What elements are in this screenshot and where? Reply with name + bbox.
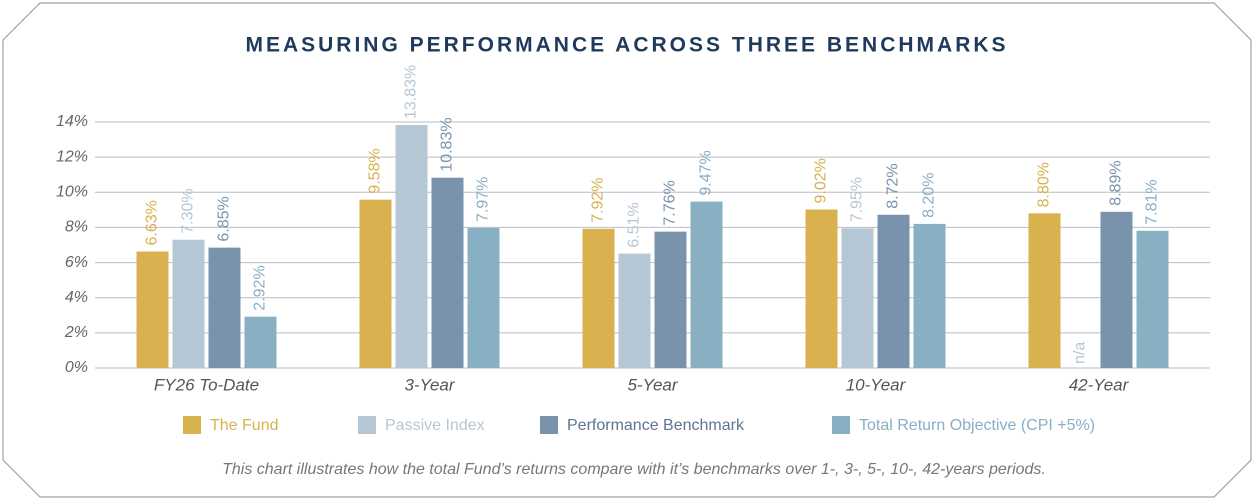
bar xyxy=(841,228,874,368)
bar xyxy=(1028,213,1061,368)
y-tick-label: 14% xyxy=(56,113,88,130)
legend-swatch xyxy=(832,416,850,434)
value-label: 7.97% xyxy=(475,177,492,222)
y-tick-label: 6% xyxy=(65,254,88,271)
y-tick-label: 12% xyxy=(56,148,88,165)
value-label: 6.63% xyxy=(144,200,161,245)
x-tick-label: FY26 To-Date xyxy=(154,375,259,394)
value-label: 7.95% xyxy=(849,177,866,222)
bar xyxy=(913,223,946,368)
legend-swatch xyxy=(183,416,201,434)
bar xyxy=(1100,211,1133,368)
value-label: 7.92% xyxy=(590,177,607,222)
bar xyxy=(654,231,687,368)
x-tick-label: 5-Year xyxy=(627,375,678,394)
value-label: 8.80% xyxy=(1036,162,1053,207)
bar xyxy=(467,227,500,368)
y-tick-label: 2% xyxy=(64,324,88,341)
legend-swatch xyxy=(358,416,376,434)
value-label: 2.92% xyxy=(252,265,269,310)
x-tick-label: 10-Year xyxy=(846,375,907,394)
y-tick-label: 8% xyxy=(65,219,88,236)
bar xyxy=(208,247,241,368)
x-tick-label: 3-Year xyxy=(404,375,455,394)
value-label: 9.02% xyxy=(813,158,830,203)
bar xyxy=(395,124,428,368)
legend-label: Total Return Objective (CPI +5%) xyxy=(859,417,1095,434)
value-label: 6.51% xyxy=(626,202,643,247)
value-label: n/a xyxy=(1072,342,1089,364)
bar xyxy=(582,228,615,368)
bar xyxy=(359,199,392,368)
bar xyxy=(136,251,169,368)
legend-label: Performance Benchmark xyxy=(567,417,745,434)
bar xyxy=(805,209,838,368)
bar xyxy=(172,239,205,368)
bar xyxy=(431,177,464,368)
value-label: 9.47% xyxy=(698,150,715,195)
value-label: 7.81% xyxy=(1144,179,1161,224)
value-label: 9.58% xyxy=(367,148,384,193)
value-label: 8.20% xyxy=(921,173,938,218)
x-tick-label: 42-Year xyxy=(1069,375,1130,394)
bar xyxy=(244,316,277,368)
y-tick-label: 10% xyxy=(56,184,88,201)
legend-label: The Fund xyxy=(210,417,278,434)
value-label: 7.76% xyxy=(662,180,679,225)
value-label: 8.89% xyxy=(1108,160,1125,205)
bar xyxy=(618,253,651,368)
bar xyxy=(877,214,910,368)
bar xyxy=(1136,230,1169,368)
value-label: 8.72% xyxy=(885,163,902,208)
chart-title: MEASURING PERFORMANCE ACROSS THREE BENCH… xyxy=(245,34,1008,57)
legend-swatch xyxy=(540,416,558,434)
value-label: 10.83% xyxy=(439,117,456,171)
value-label: 6.85% xyxy=(216,196,233,241)
y-tick-label: 4% xyxy=(65,289,88,306)
value-label: 13.83% xyxy=(403,65,420,119)
y-tick-label: 0% xyxy=(65,359,88,376)
caption: This chart illustrates how the total Fun… xyxy=(222,461,1046,478)
bar xyxy=(690,201,723,368)
value-label: 7.30% xyxy=(180,188,197,233)
legend-label: Passive Index xyxy=(385,417,485,434)
